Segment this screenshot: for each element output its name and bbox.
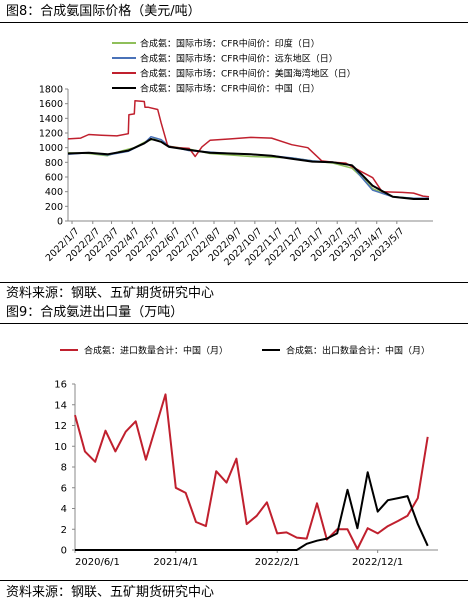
y-tick-label: 10: [54, 442, 67, 453]
price-chart-legend: 合成氨：国际市场：CFR中间价：印度（日） 合成氨：国际市场：CFR中间价：远东地…: [112, 38, 356, 95]
y-tick-label: 0: [57, 217, 63, 228]
price-series-line-0: [67, 138, 430, 200]
legend-label: 合成氨：出口数量合计：中国（月）: [286, 345, 430, 357]
figure9-top-rule: [0, 323, 468, 324]
figure8-bottom-rule: [0, 282, 468, 283]
y-tick-label: 600: [45, 173, 63, 184]
trade-chart-axes: 0 2 4 6 8 10 12 14 16 2020/6/1 2021/4/1 2022/2/1 202…: [54, 380, 438, 568]
price-series-line-3: [67, 137, 429, 200]
y-tick-label: 14: [54, 400, 67, 411]
trade-chart-series: [74, 393, 429, 551]
trade-chart-legend: 合成氨：进口数量合计：中国（月） 合成氨：出口数量合计：中国（月）: [60, 345, 430, 357]
x-tick-label: 2020/6/1: [75, 557, 120, 568]
price-chart-axes: 0200400600800100012001400160018002022/1/…: [39, 85, 433, 268]
x-tick-label: 2022/12/1: [352, 557, 403, 568]
y-tick-label: 4: [61, 504, 67, 515]
y-tick-label: 200: [45, 202, 63, 213]
x-tick-label: 2022/2/1: [255, 557, 300, 568]
y-tick-label: 8: [61, 463, 67, 474]
legend-label: 合成氨：国际市场：CFR中间价：中国（日）: [140, 83, 320, 95]
figure8-source: 资料来源：钢联、五矿期货研究中心: [6, 286, 215, 301]
price-chart: 合成氨：国际市场：CFR中间价：印度（日） 合成氨：国际市场：CFR中间价：远东地…: [39, 38, 433, 268]
y-tick-label: 1400: [39, 114, 63, 125]
figure8-top-rule: [0, 22, 468, 23]
figure9-bottom-rule: [0, 580, 468, 581]
y-tick-label: 400: [45, 187, 63, 198]
legend-label: 合成氨：国际市场：CFR中间价：印度（日）: [140, 38, 320, 50]
y-tick-label: 1600: [39, 99, 63, 110]
y-tick-label: 1800: [39, 85, 63, 96]
price-chart-series: [67, 99, 430, 200]
y-tick-label: 1200: [39, 129, 63, 140]
y-tick-label: 16: [54, 380, 67, 391]
volume-series-line-0: [74, 393, 429, 550]
price-series-line-2: [67, 99, 430, 198]
legend-label: 合成氨：进口数量合计：中国（月）: [84, 345, 228, 357]
figure8-title: 图8：合成氨国际价格（美元/吨）: [6, 4, 201, 19]
y-tick-label: 800: [45, 158, 63, 169]
x-tick-label: 2021/4/1: [153, 557, 198, 568]
volume-series-line-1: [75, 471, 429, 551]
trade-volume-chart: 合成氨：进口数量合计：中国（月） 合成氨：出口数量合计：中国（月） 0 2 4 6 8 10…: [54, 345, 438, 568]
y-tick-label: 1000: [39, 143, 63, 154]
legend-label: 合成氨：国际市场：CFR中间价：远东地区（日）: [140, 53, 338, 65]
y-tick-label: 6: [61, 483, 67, 494]
y-tick-label: 0: [61, 546, 67, 557]
figure9-title: 图9：合成氨进出口量（万吨）: [6, 305, 184, 320]
figure9-source: 资料来源：钢联、五矿期货研究中心: [6, 585, 215, 600]
y-tick-label: 12: [54, 421, 67, 432]
legend-label: 合成氨：国际市场：CFR中间价：美国海湾地区（日）: [140, 68, 356, 80]
y-tick-label: 2: [61, 525, 67, 536]
